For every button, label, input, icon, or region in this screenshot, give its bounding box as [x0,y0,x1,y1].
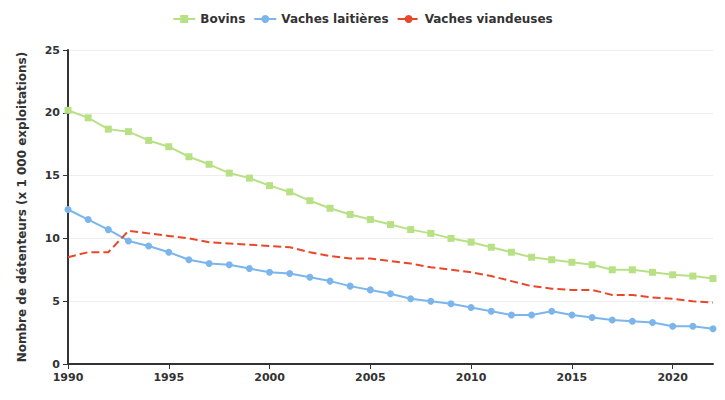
svg-text:2005: 2005 [355,371,386,384]
svg-text:25: 25 [45,44,60,57]
svg-text:2015: 2015 [557,371,588,384]
svg-text:Nombre de détenteurs (x 1 000: Nombre de détenteurs (x 1 000 exploitati… [15,52,29,363]
svg-text:15: 15 [45,169,60,182]
svg-text:2000: 2000 [254,371,285,384]
svg-text:1995: 1995 [153,371,184,384]
svg-text:Bovins: Bovins [200,12,245,26]
svg-text:Vaches viandeuses: Vaches viandeuses [425,12,553,26]
svg-text:2010: 2010 [456,371,487,384]
svg-text:20: 20 [45,106,61,119]
svg-text:1990: 1990 [53,371,84,384]
svg-text:0: 0 [52,358,60,371]
svg-text:10: 10 [45,232,61,245]
svg-text:Vaches laitières: Vaches laitières [281,12,388,26]
svg-text:5: 5 [52,295,60,308]
svg-text:2020: 2020 [657,371,688,384]
